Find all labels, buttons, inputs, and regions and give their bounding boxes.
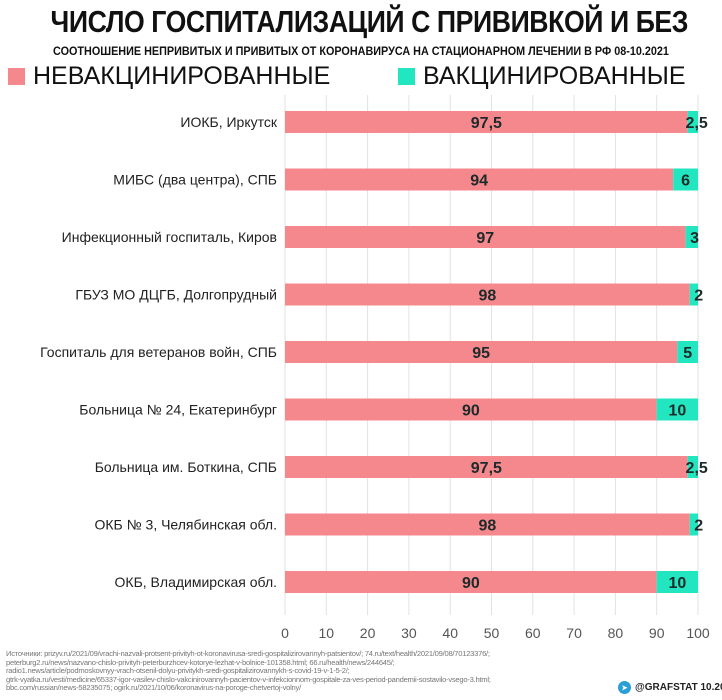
data-label: 2 — [694, 518, 703, 535]
data-label: 98 — [478, 518, 496, 535]
legend-swatch — [398, 68, 415, 85]
data-label: 94 — [470, 173, 488, 190]
data-label: 97 — [476, 230, 494, 247]
bar-vaccinated — [656, 571, 698, 593]
data-label: 90 — [462, 403, 480, 420]
category-label: ОКБ, Владимирская обл. — [115, 574, 277, 590]
bar-unvaccinated — [285, 513, 690, 536]
x-tick-label: 50 — [484, 625, 500, 641]
legend-label: ВАКЦИНИРОВАННЫЕ — [423, 62, 686, 90]
data-label: 2,5 — [686, 115, 708, 132]
category-label: Инфекционный госпиталь, Киров — [62, 229, 277, 245]
bar-unvaccinated — [285, 111, 688, 133]
brand-label: @GRAFSTAT 10.2021 — [635, 682, 722, 693]
brand: ➤ @GRAFSTAT 10.2021 — [618, 681, 722, 694]
bar-unvaccinated — [285, 571, 657, 593]
legend-item-unvaccinated: НЕВАКЦИНИРОВАННЫЕ — [8, 62, 330, 91]
category-label: Больница № 24, Екатеринбург — [79, 402, 277, 418]
bar-unvaccinated — [285, 283, 690, 306]
category-label: МИБС (два центра), СПБ — [113, 172, 277, 188]
telegram-icon: ➤ — [618, 681, 631, 694]
legend-item-vaccinated: ВАКЦИНИРОВАННЫЕ — [398, 62, 686, 91]
bar-vaccinated — [689, 283, 698, 306]
data-label: 10 — [668, 403, 686, 420]
data-label: 98 — [478, 288, 496, 305]
data-label: 95 — [472, 345, 490, 362]
data-label: 2,5 — [686, 460, 708, 477]
data-label: 10 — [668, 575, 686, 592]
bar-unvaccinated — [285, 398, 657, 421]
category-label: ИОКБ, Иркутск — [180, 114, 277, 130]
x-tick-label: 60 — [525, 625, 541, 641]
x-tick-label: 40 — [442, 625, 458, 641]
source-line: peterburg2.ru/news/nazvano-chislo-privit… — [6, 657, 395, 667]
sources: Источники: prizyv.ru/2021/09/vrachi-nazv… — [6, 649, 610, 693]
legend-swatch — [8, 68, 25, 85]
bar-unvaccinated — [285, 226, 686, 248]
x-tick-label: 10 — [319, 625, 335, 641]
category-label: Госпиталь для ветеранов войн, СПБ — [40, 344, 277, 360]
data-label: 6 — [681, 173, 690, 190]
x-tick-label: 80 — [608, 625, 624, 641]
x-tick-label: 90 — [649, 625, 665, 641]
data-label: 97,5 — [471, 460, 502, 477]
x-tick-label: 30 — [401, 625, 417, 641]
source-line: gtrk-vyatka.ru/vesti/medicine/65337-igor… — [6, 674, 491, 684]
x-tick-label: 0 — [281, 625, 289, 641]
bar-unvaccinated — [285, 168, 674, 191]
legend-label: НЕВАКЦИНИРОВАННЫЕ — [33, 62, 331, 90]
bar-unvaccinated — [285, 341, 678, 363]
bar-vaccinated — [677, 341, 698, 363]
bar-vaccinated — [673, 168, 698, 191]
source-line: bbc.com/russian/news-58235075; ogirk.ru/… — [6, 683, 301, 693]
bar-vaccinated — [687, 111, 698, 133]
bar-vaccinated — [656, 398, 698, 421]
category-label: Больница им. Боткина, СПБ — [95, 459, 277, 475]
x-tick-label: 20 — [360, 625, 376, 641]
data-label: 2 — [694, 288, 703, 305]
x-tick-label: 100 — [686, 625, 710, 641]
data-label: 90 — [462, 575, 480, 592]
data-label: 97,5 — [471, 115, 502, 132]
data-label: 5 — [683, 345, 692, 362]
chart-title: ЧИСЛО ГОСПИТАЛИЗАЦИЙ С ПРИВИВКОЙ И БЕЗ — [50, 4, 689, 39]
bar-vaccinated — [685, 226, 698, 248]
source-line: Источники: prizyv.ru/2021/09/vrachi-nazv… — [6, 649, 490, 658]
bar-unvaccinated — [285, 456, 688, 478]
source-line: radio1.news/article/podmoskovnyy-vrach-o… — [6, 666, 350, 676]
bar-vaccinated — [689, 513, 698, 536]
chart-subtitle: СООТНОШЕНИЕ НЕПРИВИТЫХ И ПРИВИТЫХ ОТ КОР… — [53, 46, 669, 58]
category-label: ГБУЗ МО ДЦГБ, Долгопрудный — [75, 287, 277, 303]
bar-vaccinated — [687, 456, 698, 478]
x-tick-label: 70 — [566, 625, 582, 641]
data-label: 3 — [690, 230, 699, 247]
category-label: ОКБ № 3, Челябинская обл. — [95, 517, 278, 533]
